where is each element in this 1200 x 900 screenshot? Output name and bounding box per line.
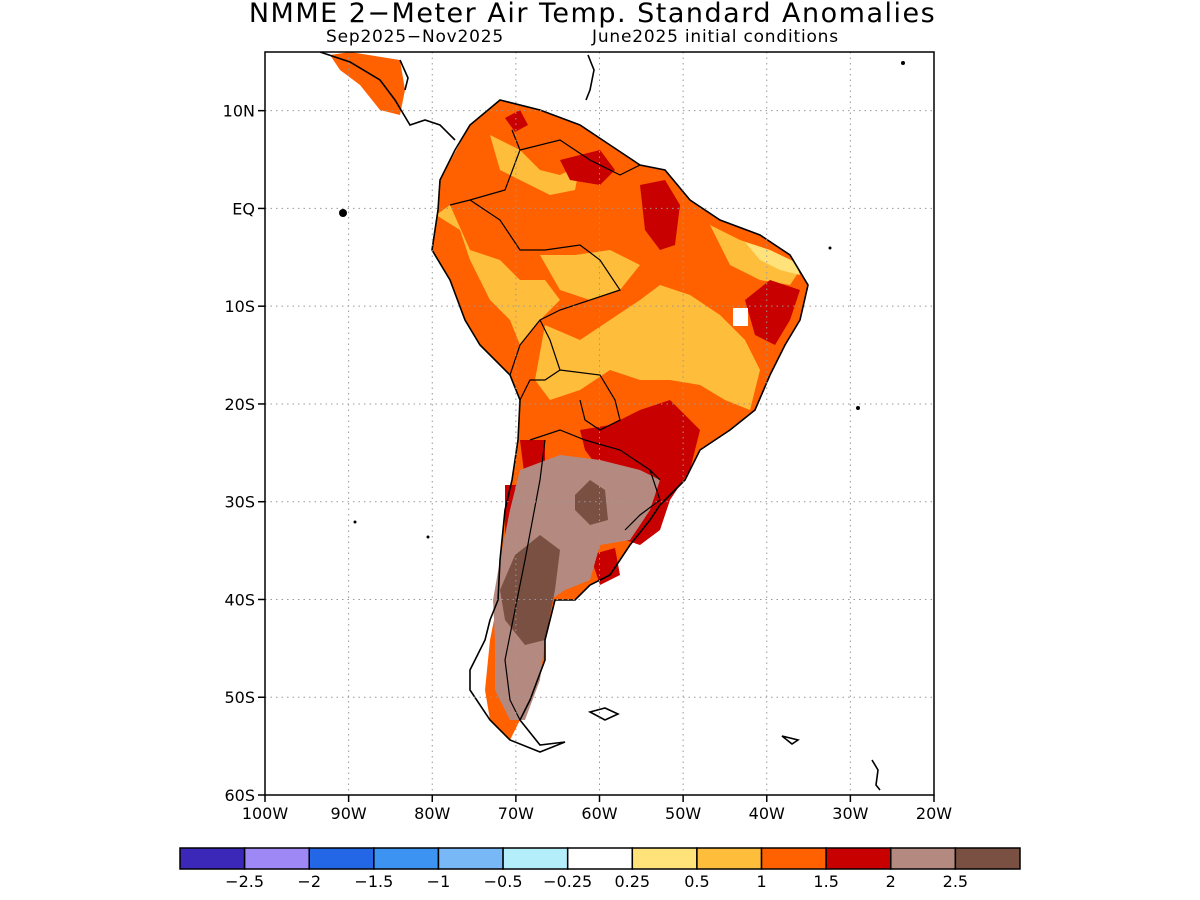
anomaly-zone-2-to-2.5-guianas bbox=[640, 180, 680, 250]
colorbar-label: −2 bbox=[297, 872, 321, 891]
coastline-falklands bbox=[587, 707, 620, 721]
colorbar-label: 0.5 bbox=[684, 872, 709, 891]
anomaly-zone-1-to-1.5-north bbox=[490, 135, 580, 195]
anomaly-zone-2-to-2.5-northeast bbox=[745, 280, 800, 345]
anomaly-zone-2.5-plus-argentina bbox=[493, 455, 660, 720]
island-fernando-de-noronha bbox=[828, 246, 832, 250]
lon-tick-label: 40W bbox=[749, 804, 785, 823]
colorbar-swatch bbox=[696, 847, 763, 870]
lon-tick-label: 60W bbox=[581, 804, 617, 823]
colorbar-label: 2 bbox=[886, 872, 896, 891]
coastline-south-america bbox=[431, 99, 809, 753]
subtitle-initial-conditions: June2025 initial conditions bbox=[592, 27, 839, 47]
islands bbox=[339, 61, 905, 539]
anomaly-zone-1-to-1.5-northeast bbox=[710, 225, 800, 285]
colorbar-swatch bbox=[308, 847, 375, 870]
longitude-axis: 100W 90W 80W 70W 60W 50W 40W 30W 20W bbox=[242, 795, 952, 823]
map-gridlines bbox=[265, 52, 934, 795]
coastlines bbox=[319, 52, 881, 791]
anomaly-zone-1-to-1.5-west bbox=[436, 205, 560, 345]
colorbar-swatch bbox=[566, 847, 634, 870]
lat-tick-label: 10S bbox=[224, 297, 255, 316]
island-juan-fernandez bbox=[426, 535, 430, 539]
coastline-central-america bbox=[319, 52, 456, 141]
anomaly-zone-2-to-2.5-venezuela bbox=[560, 150, 615, 185]
lat-tick-label: 20S bbox=[224, 395, 255, 414]
lat-tick-label: 50S bbox=[224, 688, 255, 707]
colorbar-label: −0.5 bbox=[484, 872, 523, 891]
island-san-felix bbox=[353, 520, 357, 524]
lat-tick-label: EQ bbox=[232, 199, 255, 218]
anomaly-zone-1-to-1.5-central bbox=[535, 285, 760, 410]
no-data-patch bbox=[733, 308, 748, 326]
lon-tick-label: 90W bbox=[331, 804, 367, 823]
anomaly-zone-above-2.5-core-south bbox=[500, 535, 560, 645]
lon-tick-label: 30W bbox=[832, 804, 868, 823]
page-title: NMME 2−Meter Air Temp. Standard Anomalie… bbox=[248, 0, 937, 29]
colorbar-label: 0.25 bbox=[614, 872, 650, 891]
colorbar-label: −1 bbox=[427, 872, 451, 891]
colorbar-label: −0.25 bbox=[543, 872, 592, 891]
lon-tick-label: 20W bbox=[916, 804, 952, 823]
colorbar-swatch bbox=[890, 847, 957, 870]
colorbar-label: 1 bbox=[756, 872, 766, 891]
map-plot-area bbox=[265, 52, 934, 795]
colorbar-swatch bbox=[437, 847, 504, 870]
land-mask-central-america bbox=[330, 52, 405, 115]
coastline-sandwich-islands bbox=[871, 759, 881, 791]
colorbar-swatch bbox=[825, 847, 892, 870]
lon-tick-label: 80W bbox=[414, 804, 450, 823]
colorbar bbox=[179, 847, 1021, 870]
latitude-axis: 10N EQ 10S 20S 30S 40S 50S 60S bbox=[223, 102, 265, 805]
colorbar-swatch bbox=[631, 847, 698, 870]
colorbar-labels: −2.5 −2 −1.5 −1 −0.5 −0.25 0.25 0.5 1 1.5 2 2.5 bbox=[225, 872, 968, 891]
colorbar-swatch bbox=[373, 847, 440, 870]
anomaly-zone-2-to-2.5-buenos-aires bbox=[590, 548, 620, 585]
island-tristan-north bbox=[901, 61, 905, 65]
colorbar-swatch bbox=[502, 847, 569, 870]
coastline-south-georgia bbox=[781, 735, 800, 745]
colorbar-label: −1.5 bbox=[354, 872, 393, 891]
lon-tick-label: 50W bbox=[665, 804, 701, 823]
country-borders bbox=[449, 129, 661, 721]
lon-tick-label: 100W bbox=[242, 804, 289, 823]
colorbar-label: 2.5 bbox=[943, 872, 968, 891]
anomaly-zone-2-to-2.5-caribbean-coast bbox=[505, 110, 528, 132]
island-galapagos bbox=[339, 209, 347, 217]
lat-tick-label: 60S bbox=[224, 786, 255, 805]
colorbar-label: −2.5 bbox=[225, 872, 264, 891]
lon-tick-label: 70W bbox=[498, 804, 534, 823]
lat-tick-label: 10N bbox=[223, 102, 255, 121]
lat-tick-label: 30S bbox=[224, 493, 255, 512]
lat-tick-label: 40S bbox=[224, 590, 255, 609]
island-trindade bbox=[856, 406, 860, 410]
anomaly-zone-1-to-1.5-amazon bbox=[540, 250, 640, 300]
anomaly-field bbox=[330, 52, 808, 740]
anomaly-zone-0.5-to-1-northeast bbox=[745, 242, 800, 275]
colorbar-swatch bbox=[760, 847, 827, 870]
colorbar-swatch bbox=[179, 847, 246, 870]
colorbar-swatch bbox=[954, 847, 1021, 870]
colorbar-swatch bbox=[243, 847, 310, 870]
anomaly-zone-above-2.5-core-north bbox=[575, 480, 608, 525]
colorbar-label: 1.5 bbox=[813, 872, 838, 891]
subtitle-period: Sep2025−Nov2025 bbox=[326, 27, 504, 47]
coastline-caribbean-arc bbox=[585, 54, 595, 101]
